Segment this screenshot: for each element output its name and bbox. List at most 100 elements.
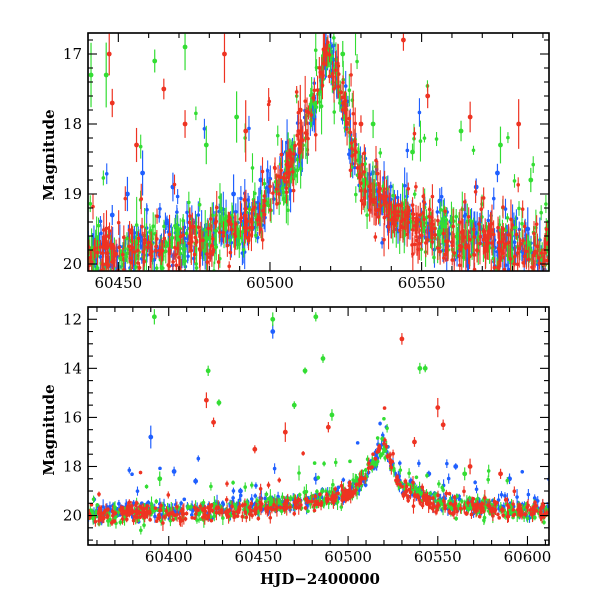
bottom-data-point bbox=[382, 417, 386, 421]
top-data-point bbox=[351, 112, 355, 116]
top-data-point bbox=[90, 260, 94, 264]
top-data-point bbox=[472, 235, 476, 239]
top-data-point bbox=[438, 250, 442, 254]
bottom-data-point bbox=[483, 516, 487, 520]
top-data-point bbox=[419, 139, 423, 143]
top-data-point bbox=[496, 226, 500, 230]
top-data-point bbox=[513, 179, 517, 183]
bottom-data-point bbox=[182, 498, 186, 502]
top-data-point bbox=[443, 209, 447, 213]
top-data-point bbox=[229, 223, 233, 227]
top-data-point bbox=[413, 192, 417, 196]
top-data-point bbox=[406, 149, 410, 153]
top-data-point bbox=[145, 208, 149, 212]
top-data-point bbox=[175, 278, 179, 282]
bottom-outlier-point bbox=[193, 479, 198, 484]
top-data-point bbox=[326, 41, 330, 45]
top-data-point bbox=[261, 170, 265, 174]
top-data-point bbox=[343, 0, 347, 1]
top-data-point bbox=[353, 139, 357, 143]
top-data-point bbox=[540, 251, 544, 255]
top-data-point bbox=[542, 280, 546, 284]
top-data-point bbox=[109, 243, 113, 247]
top-data-point bbox=[414, 185, 418, 189]
bottom-data-point bbox=[398, 461, 402, 465]
top-data-point bbox=[318, 100, 322, 104]
top-data-point bbox=[418, 111, 422, 115]
top-data-point bbox=[279, 162, 283, 166]
bottom-data-point bbox=[231, 481, 235, 485]
top-data-point bbox=[212, 248, 216, 252]
top-data-point bbox=[239, 197, 243, 201]
top-outlier-point bbox=[410, 150, 415, 155]
top-data-point bbox=[273, 167, 277, 171]
top-data-point bbox=[133, 250, 137, 254]
bottom-data-point bbox=[315, 490, 319, 494]
top-data-point bbox=[472, 253, 476, 257]
bottom-data-point bbox=[440, 486, 444, 490]
top-data-point bbox=[185, 232, 189, 236]
bottom-data-point bbox=[533, 496, 537, 500]
top-data-point bbox=[181, 233, 185, 237]
top-data-point bbox=[328, 75, 332, 79]
top-data-point bbox=[350, 154, 354, 158]
top-data-point bbox=[123, 197, 127, 201]
top-data-point bbox=[450, 258, 454, 262]
top-outlier-point bbox=[110, 101, 115, 106]
top-data-point bbox=[175, 225, 179, 229]
top-outlier-point bbox=[298, 108, 303, 113]
top-data-point bbox=[154, 245, 158, 249]
bottom-data-point bbox=[92, 497, 96, 501]
top-data-point bbox=[411, 216, 415, 220]
top-data-point bbox=[280, 153, 284, 157]
top-data-point bbox=[480, 215, 484, 219]
top-data-point bbox=[247, 127, 251, 131]
top-data-point bbox=[456, 237, 460, 241]
top-x-tick-label: 60500 bbox=[246, 274, 294, 292]
top-data-point bbox=[411, 203, 415, 207]
top-data-point bbox=[452, 251, 456, 255]
bottom-data-point bbox=[376, 436, 380, 440]
top-data-point bbox=[197, 213, 201, 217]
top-outlier-point bbox=[140, 171, 145, 176]
top-outlier-point bbox=[104, 73, 109, 78]
top-data-point bbox=[530, 265, 534, 269]
top-data-point bbox=[344, 107, 348, 111]
bottom-data-point bbox=[254, 484, 258, 488]
top-data-point bbox=[500, 240, 504, 244]
top-data-point bbox=[467, 215, 471, 219]
top-outlier-point bbox=[516, 122, 521, 127]
top-data-point bbox=[209, 217, 213, 221]
top-data-point bbox=[516, 183, 520, 187]
top-data-point bbox=[175, 210, 179, 214]
bottom-data-point bbox=[399, 468, 403, 472]
top-data-point bbox=[188, 214, 192, 218]
bottom-data-point bbox=[486, 478, 490, 482]
top-data-point bbox=[328, 29, 332, 33]
top-data-point bbox=[314, 133, 318, 137]
top-data-point bbox=[121, 253, 125, 257]
top-data-point bbox=[228, 238, 232, 242]
top-data-point bbox=[521, 239, 525, 243]
bottom-outlier-point bbox=[238, 489, 243, 494]
top-data-point bbox=[539, 211, 543, 215]
top-data-point bbox=[181, 219, 185, 223]
top-data-point bbox=[531, 278, 535, 282]
top-data-point bbox=[227, 264, 231, 268]
top-data-point bbox=[282, 176, 286, 180]
top-data-point bbox=[341, 81, 345, 85]
top-data-point bbox=[230, 228, 234, 232]
top-data-point bbox=[276, 134, 280, 138]
top-data-point bbox=[531, 163, 535, 167]
top-data-point bbox=[331, 75, 335, 79]
top-data-point bbox=[421, 211, 425, 215]
top-data-point bbox=[374, 212, 378, 216]
bottom-data-point bbox=[378, 422, 382, 426]
top-data-point bbox=[162, 237, 166, 241]
top-data-point bbox=[287, 173, 291, 177]
top-data-point bbox=[222, 231, 226, 235]
top-data-point bbox=[439, 208, 443, 212]
top-data-point bbox=[226, 244, 230, 248]
top-y-tick-label: 19 bbox=[63, 185, 82, 203]
top-data-point bbox=[365, 213, 369, 217]
